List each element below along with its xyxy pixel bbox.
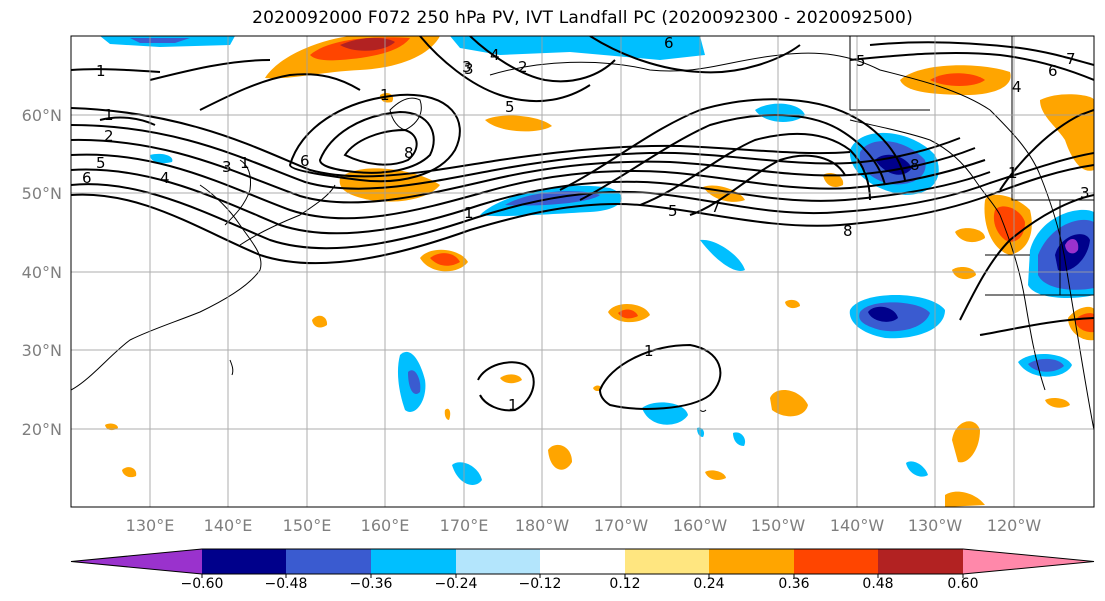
contour-label: 8 — [404, 144, 414, 162]
lat-label: 20°N — [22, 420, 62, 439]
colorbar-tick-label: 0.36 — [778, 576, 809, 592]
contour-label: 1 — [380, 86, 390, 104]
colorbar-extend-min — [71, 549, 202, 574]
contour-label: 1 — [464, 204, 474, 222]
lon-label: 130°E — [126, 516, 175, 535]
colorbar-segment — [794, 549, 878, 574]
colorbar-tick-label: −0.60 — [181, 576, 224, 592]
lon-label: 140°W — [830, 516, 885, 535]
colorbar-tick-label: 0.24 — [693, 576, 724, 592]
contour-label: 5 — [505, 98, 515, 116]
lon-label: 150°W — [751, 516, 806, 535]
contour-label: 4 — [160, 169, 170, 187]
colorbar-segment — [709, 549, 794, 574]
lat-label: 30°N — [22, 341, 62, 360]
contour-label: 6 — [300, 152, 310, 170]
gridlines — [71, 36, 1094, 507]
longitude-labels: 130°E 140°E 150°E 160°E 170°E 180°W 170°… — [126, 516, 1042, 535]
contour-label: 3 — [462, 58, 472, 76]
colorbar-tick-label: 0.48 — [862, 576, 893, 592]
colorbar-segment — [456, 549, 540, 574]
lat-label: 40°N — [22, 263, 62, 282]
contour-label: 1 — [508, 396, 518, 414]
colorbar-tick-label: −0.48 — [265, 576, 308, 592]
contour-labels: 1 1 2 5 6 4 3 1 2 3 4 5 6 8 1 5 8 7 1 3 … — [82, 34, 1090, 414]
contour-label: 1 — [96, 62, 106, 80]
contour-label: 7 — [711, 198, 721, 216]
lon-label: 170°E — [440, 516, 489, 535]
map-border — [70, 35, 1095, 508]
contour-label: 8 — [843, 222, 853, 240]
contour-label: 5 — [668, 202, 678, 220]
colorbar-tick-label: −0.24 — [435, 576, 478, 592]
contour-label: 6 — [664, 34, 674, 52]
contour-label: 1 — [240, 154, 250, 172]
contour-label: 1 — [104, 106, 114, 124]
map-title: 2020092000 F072 250 hPa PV, IVT Landfall… — [252, 8, 913, 28]
colorbar-segment — [878, 549, 963, 574]
colorbar-tick-label: 0.60 — [947, 576, 978, 592]
colorbar-segment — [286, 549, 371, 574]
contour-label: 2 — [518, 58, 528, 76]
colorbar-tick-label: 0.12 — [609, 576, 640, 592]
lon-label: 150°E — [283, 516, 332, 535]
colorbar-tick-label: −0.36 — [350, 576, 393, 592]
contour-label: 4 — [1012, 78, 1022, 96]
colorbar-tick-label: −0.12 — [519, 576, 562, 592]
lat-label: 60°N — [22, 106, 62, 125]
lon-label: 130°W — [908, 516, 963, 535]
political-borders — [849, 36, 1094, 296]
lon-label: 140°E — [204, 516, 253, 535]
contour-label: 5 — [856, 52, 866, 70]
contour-label: 2 — [104, 127, 114, 145]
lon-label: 120°W — [987, 516, 1042, 535]
contour-label: 3 — [1080, 184, 1090, 202]
lon-label: 170°W — [594, 516, 649, 535]
contour-label: 5 — [96, 154, 106, 172]
contour-label: 6 — [82, 169, 92, 187]
latitude-labels: 60°N 50°N 40°N 30°N 20°N — [22, 106, 62, 439]
contour-label: 7 — [1066, 50, 1076, 68]
colorbar-extend-max — [963, 549, 1094, 574]
map-content: 1 1 2 5 6 4 3 1 2 3 4 5 6 8 1 5 8 7 1 3 … — [71, 34, 1094, 507]
contour-label: 3 — [222, 158, 232, 176]
contour-label: 4 — [490, 46, 500, 64]
lon-label: 160°W — [673, 516, 728, 535]
lon-label: 160°E — [361, 516, 410, 535]
colorbar-tick-labels: −0.60 −0.48 −0.36 −0.24 −0.12 0.12 0.24 … — [181, 576, 979, 592]
lon-label: 180°W — [515, 516, 570, 535]
colorbar-segment — [371, 549, 456, 574]
contour-label: 1 — [644, 342, 654, 360]
contour-label: 3 — [464, 60, 474, 78]
lat-label: 50°N — [22, 184, 62, 203]
pv-contours — [71, 36, 1094, 412]
colorbar-segment — [540, 549, 625, 574]
colorbar-segment — [202, 549, 286, 574]
contour-label: 8 — [910, 156, 920, 174]
contour-label: 1 — [1008, 164, 1018, 182]
contour-label: 6 — [1048, 62, 1058, 80]
colorbar — [70, 548, 1095, 578]
colorbar-segment — [625, 549, 709, 574]
